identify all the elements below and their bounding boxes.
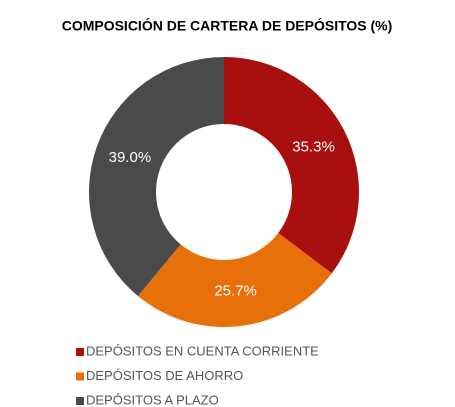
donut-slice [137,232,332,328]
legend-swatch [76,372,84,381]
slice-label: 39.0% [109,149,152,166]
slice-label: 25.7% [214,282,257,299]
donut-slice [89,56,225,297]
donut-slice [224,57,359,274]
legend-label: DEPÓSITOS DE AHORRO [86,368,243,383]
legend-swatch [76,397,84,405]
legend-swatch [76,348,84,356]
chart-title: COMPOSICIÓN DE CARTERA DE DEPÓSITOS (%) [62,17,393,34]
slice-label: 35.3% [292,138,335,155]
legend-label: DEPÓSITOS EN CUENTA CORRIENTE [86,343,319,358]
legend-label: DEPÓSITOS A PLAZO [86,392,219,407]
